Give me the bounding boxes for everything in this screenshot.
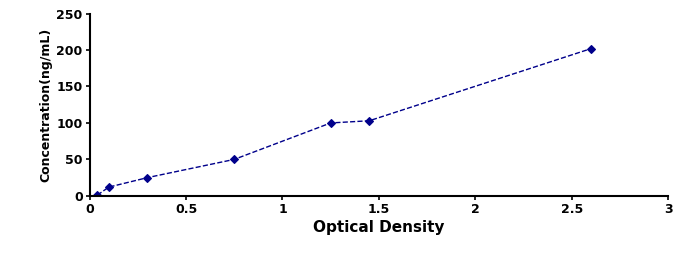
Y-axis label: Concentration(ng/mL): Concentration(ng/mL): [39, 27, 52, 182]
X-axis label: Optical Density: Optical Density: [313, 220, 444, 235]
